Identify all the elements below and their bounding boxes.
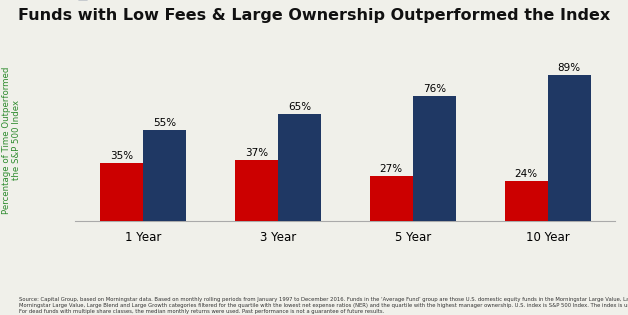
Text: 24%: 24% [514,169,538,179]
Text: 27%: 27% [380,164,403,174]
Text: 76%: 76% [423,84,446,94]
Bar [370,176,413,220]
Text: 35%: 35% [110,151,133,161]
Text: Source: Capital Group, based on Morningstar data. Based on monthly rolling perio: Source: Capital Group, based on Mornings… [19,297,628,314]
Bar [235,160,278,220]
Bar [100,163,143,220]
Bar [548,75,591,220]
Bar [278,114,321,220]
Text: 65%: 65% [288,102,311,112]
Text: 37%: 37% [245,148,268,158]
Bar [413,96,456,220]
Text: 55%: 55% [153,118,176,129]
Text: Funds with Low Fees & Large Ownership Outperformed the Index: Funds with Low Fees & Large Ownership Ou… [18,8,610,23]
Text: Percentage of Time Outperformed
the S&P 500 Index: Percentage of Time Outperformed the S&P … [2,66,21,214]
Bar [504,181,548,220]
Bar [143,130,187,220]
Text: 89%: 89% [558,63,581,73]
